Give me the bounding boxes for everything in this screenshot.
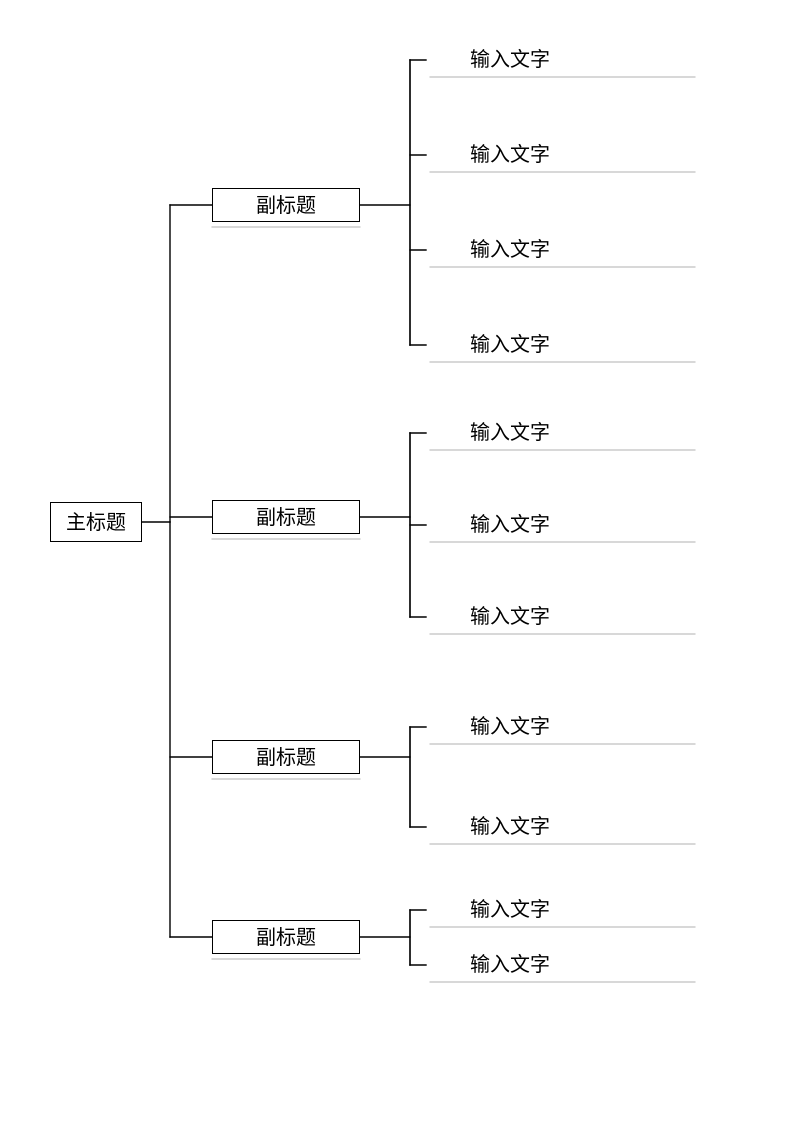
leaf-node-10-label: 输入文字 — [470, 954, 550, 976]
sub-node-3-label: 副标题 — [256, 927, 316, 949]
diagram-canvas: 主标题副标题副标题副标题副标题输入文字输入文字输入文字输入文字输入文字输入文字输… — [0, 0, 794, 1123]
leaf-node-6: 输入文字 — [430, 602, 695, 632]
leaf-node-5: 输入文字 — [430, 510, 695, 540]
leaf-node-3-label: 输入文字 — [470, 334, 550, 356]
sub-node-1: 副标题 — [212, 500, 360, 534]
sub-node-2: 副标题 — [212, 740, 360, 774]
leaf-node-6-label: 输入文字 — [470, 606, 550, 628]
leaf-node-1: 输入文字 — [430, 140, 695, 170]
leaf-node-0-label: 输入文字 — [470, 49, 550, 71]
leaf-node-9-label: 输入文字 — [470, 899, 550, 921]
leaf-node-4: 输入文字 — [430, 418, 695, 448]
leaf-node-0: 输入文字 — [430, 45, 695, 75]
leaf-node-9: 输入文字 — [430, 895, 695, 925]
sub-node-1-label: 副标题 — [256, 507, 316, 529]
leaf-node-2-label: 输入文字 — [470, 239, 550, 261]
leaf-node-10: 输入文字 — [430, 950, 695, 980]
leaf-node-8: 输入文字 — [430, 812, 695, 842]
sub-node-2-label: 副标题 — [256, 747, 316, 769]
sub-node-3: 副标题 — [212, 920, 360, 954]
sub-node-0-label: 副标题 — [256, 195, 316, 217]
leaf-node-7-label: 输入文字 — [470, 716, 550, 738]
leaf-node-2: 输入文字 — [430, 235, 695, 265]
leaf-node-4-label: 输入文字 — [470, 422, 550, 444]
leaf-node-3: 输入文字 — [430, 330, 695, 360]
leaf-node-7: 输入文字 — [430, 712, 695, 742]
leaf-node-1-label: 输入文字 — [470, 144, 550, 166]
leaf-node-5-label: 输入文字 — [470, 514, 550, 536]
leaf-node-8-label: 输入文字 — [470, 816, 550, 838]
root-node-label: 主标题 — [66, 512, 126, 534]
sub-node-0: 副标题 — [212, 188, 360, 222]
root-node: 主标题 — [50, 502, 142, 542]
